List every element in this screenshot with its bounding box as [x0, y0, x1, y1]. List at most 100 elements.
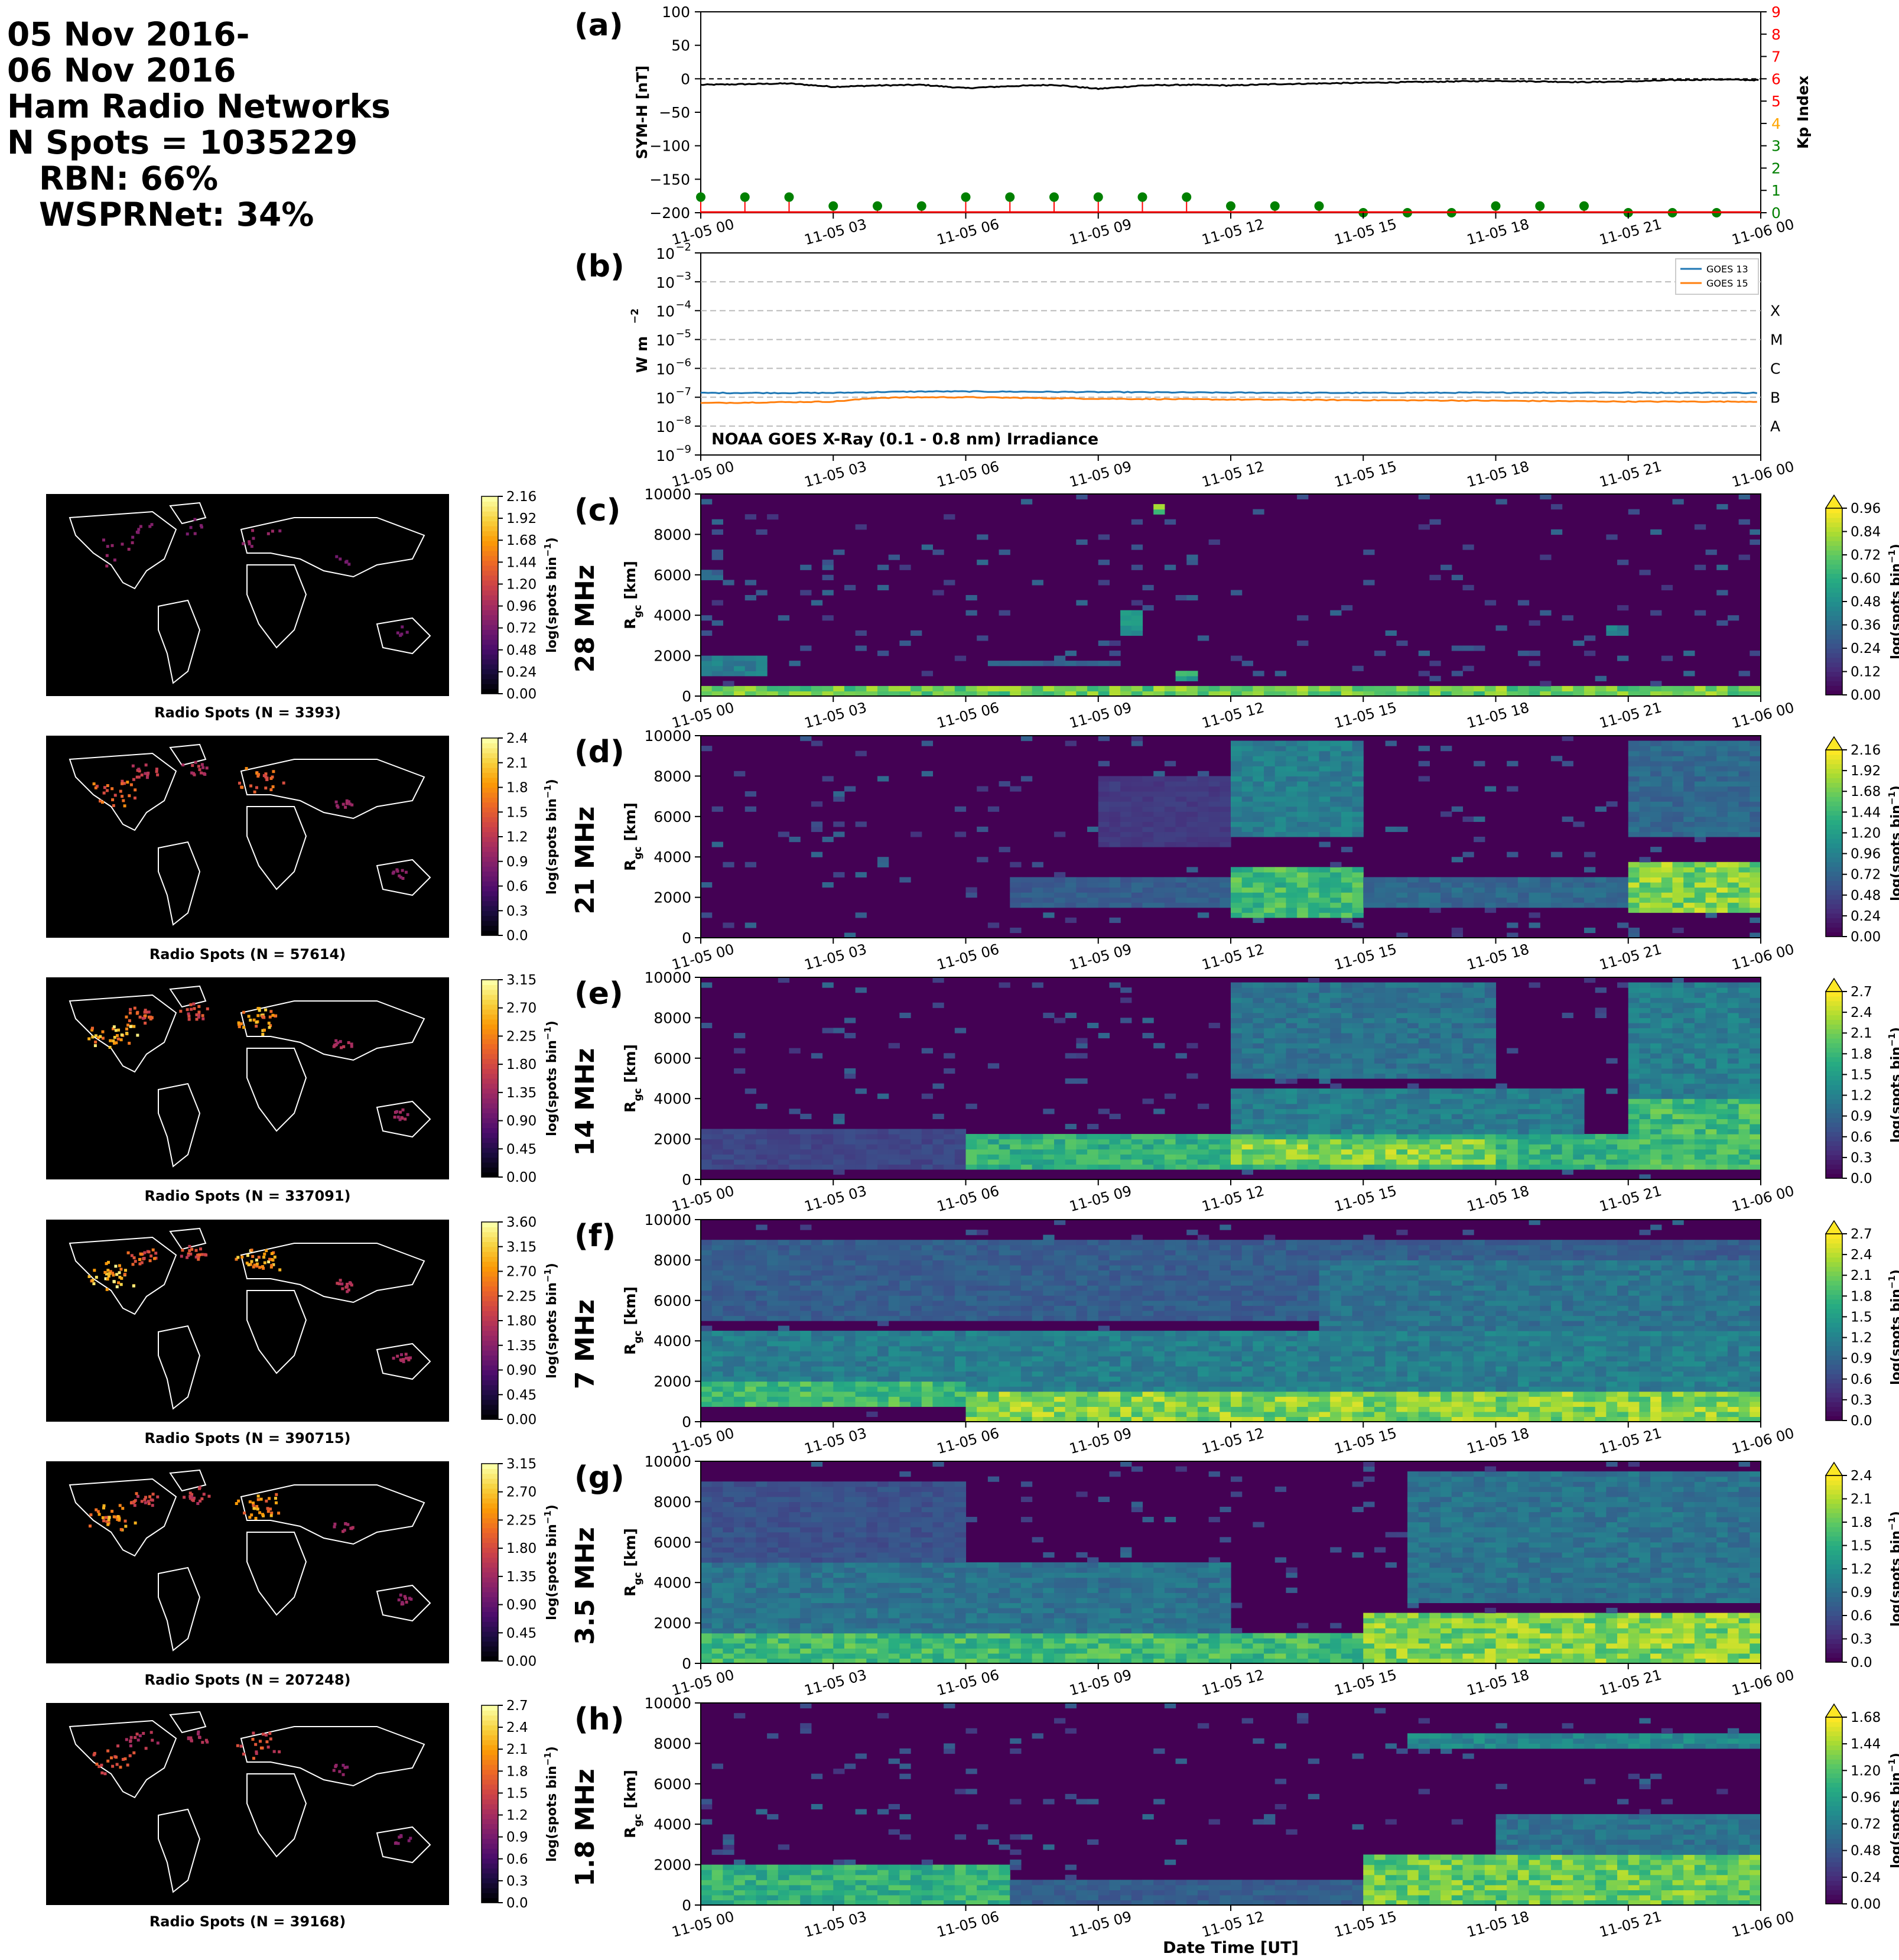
heatmap-cell	[1385, 1144, 1397, 1150]
heatmap-cell	[1264, 776, 1276, 782]
heatmap-cell	[1628, 1018, 1640, 1023]
heatmap-cell	[756, 1280, 768, 1286]
y-tick-label: −200	[649, 204, 690, 222]
heatmap-cell	[1352, 685, 1364, 692]
colorbar-segment	[482, 1231, 498, 1237]
rbn-share: RBN: 66%	[39, 160, 219, 197]
heatmap-cell	[1175, 1149, 1187, 1155]
heatmap-cell	[1716, 982, 1728, 988]
heatmap-cell	[1462, 1063, 1474, 1069]
heatmap-cell	[1540, 882, 1552, 888]
heatmap-cell	[1484, 1159, 1497, 1165]
heatmap-cell	[1694, 691, 1706, 697]
spot-dot	[144, 1014, 147, 1018]
heatmap-cell	[1076, 1134, 1088, 1140]
heatmap-cell	[1352, 1098, 1364, 1104]
heatmap-cell	[734, 1280, 746, 1286]
heatmap-cell	[1562, 887, 1573, 893]
heatmap-cell	[1540, 892, 1552, 898]
flare-class-label: A	[1770, 418, 1780, 435]
heatmap-cell	[1672, 1149, 1684, 1155]
heatmap-cell	[1650, 1154, 1662, 1160]
heatmap-cell	[1231, 1093, 1243, 1099]
heatmap-cell	[1231, 821, 1243, 827]
spot-dot	[242, 542, 245, 545]
heatmap-cell	[1241, 746, 1253, 752]
heatmap-cell	[1484, 1088, 1497, 1094]
heatmap-cell	[1341, 746, 1353, 752]
heatmap-cell	[1231, 760, 1243, 766]
heatmap-cell	[1208, 816, 1220, 822]
heatmap-cell	[1407, 982, 1419, 988]
heatmap-cell	[1418, 524, 1430, 530]
heatmap-cell	[1727, 992, 1739, 998]
colorbar-segment	[482, 782, 498, 788]
heatmap-cell	[1363, 1073, 1375, 1079]
heatmap-cell	[1396, 987, 1408, 993]
spot-dot	[112, 1280, 116, 1283]
heatmap-cell	[1672, 1022, 1684, 1029]
heatmap-cell	[1628, 1038, 1640, 1044]
heatmap-cell	[1451, 1149, 1464, 1155]
heatmap-cell	[1352, 746, 1364, 752]
heatmap-cell	[1352, 801, 1364, 807]
heatmap-cell	[1330, 867, 1342, 873]
heatmap-cell	[965, 595, 977, 601]
heatmap-cell	[1153, 786, 1165, 792]
heatmap-cell	[1264, 746, 1276, 752]
heatmap-cell	[1032, 1154, 1043, 1160]
heatmap-cell	[1020, 892, 1033, 898]
heatmap-cell	[711, 685, 723, 692]
heatmap-cell	[767, 1356, 779, 1361]
heatmap-cell	[778, 1250, 790, 1256]
heatmap-cell	[1727, 1119, 1739, 1124]
spot-dot	[350, 1042, 353, 1046]
spot-dot	[271, 775, 274, 779]
spot-dot	[264, 775, 268, 779]
spot-dot	[105, 1262, 108, 1265]
heatmap-cell	[1098, 534, 1110, 540]
heatmap-cell	[888, 1154, 900, 1160]
heatmap-cell	[1573, 887, 1585, 893]
heatmap-cell	[1363, 1028, 1375, 1033]
heatmap-cell	[744, 1270, 757, 1276]
heatmap-cell	[756, 1341, 768, 1347]
heatmap-cell	[1241, 821, 1253, 827]
heatmap-cell	[1153, 1134, 1165, 1140]
heatmap-cell	[965, 685, 977, 692]
heatmap-cell	[1617, 1149, 1629, 1155]
heatmap-cell	[1672, 1018, 1684, 1023]
colorbar-segment	[1826, 908, 1842, 914]
colorbar-segment	[1826, 639, 1842, 644]
spot-dot	[263, 1252, 266, 1256]
heatmap-cell	[1264, 1043, 1276, 1049]
heatmap-cell	[811, 1154, 823, 1160]
spot-dot	[273, 1255, 277, 1259]
heatmap-cell	[1407, 685, 1419, 692]
heatmap-cell	[1484, 1048, 1497, 1054]
y-tick-label: −150	[649, 171, 690, 188]
spot-dot	[396, 1116, 400, 1119]
heatmap-cell	[1253, 1063, 1264, 1069]
heatmap-cell	[1286, 1093, 1298, 1099]
heatmap-cell	[1319, 1012, 1331, 1018]
heatmap-cell	[734, 1356, 746, 1361]
heatmap-cell	[1286, 821, 1298, 827]
heatmap-cell	[855, 1134, 867, 1140]
colorbar-tick-label: 1.2	[1851, 1088, 1872, 1104]
colorbar-segment	[482, 1113, 498, 1119]
heatmap-cell	[1054, 902, 1066, 908]
heatmap-cell	[1418, 1159, 1430, 1165]
heatmap-cell	[1694, 987, 1706, 993]
heatmap-cell	[1716, 1058, 1728, 1064]
heatmap-cell	[1330, 1129, 1342, 1135]
heatmap-cell	[1286, 760, 1298, 766]
heatmap-cell	[1595, 887, 1607, 893]
heatmap-cell	[1705, 756, 1717, 762]
spot-dot	[269, 1010, 273, 1013]
heatmap-cell	[1131, 801, 1143, 807]
heatmap-cell	[1462, 1159, 1474, 1165]
heatmap-cell	[789, 1159, 801, 1165]
heatmap-cell	[1716, 1149, 1728, 1155]
heatmap-cell	[767, 1391, 779, 1397]
